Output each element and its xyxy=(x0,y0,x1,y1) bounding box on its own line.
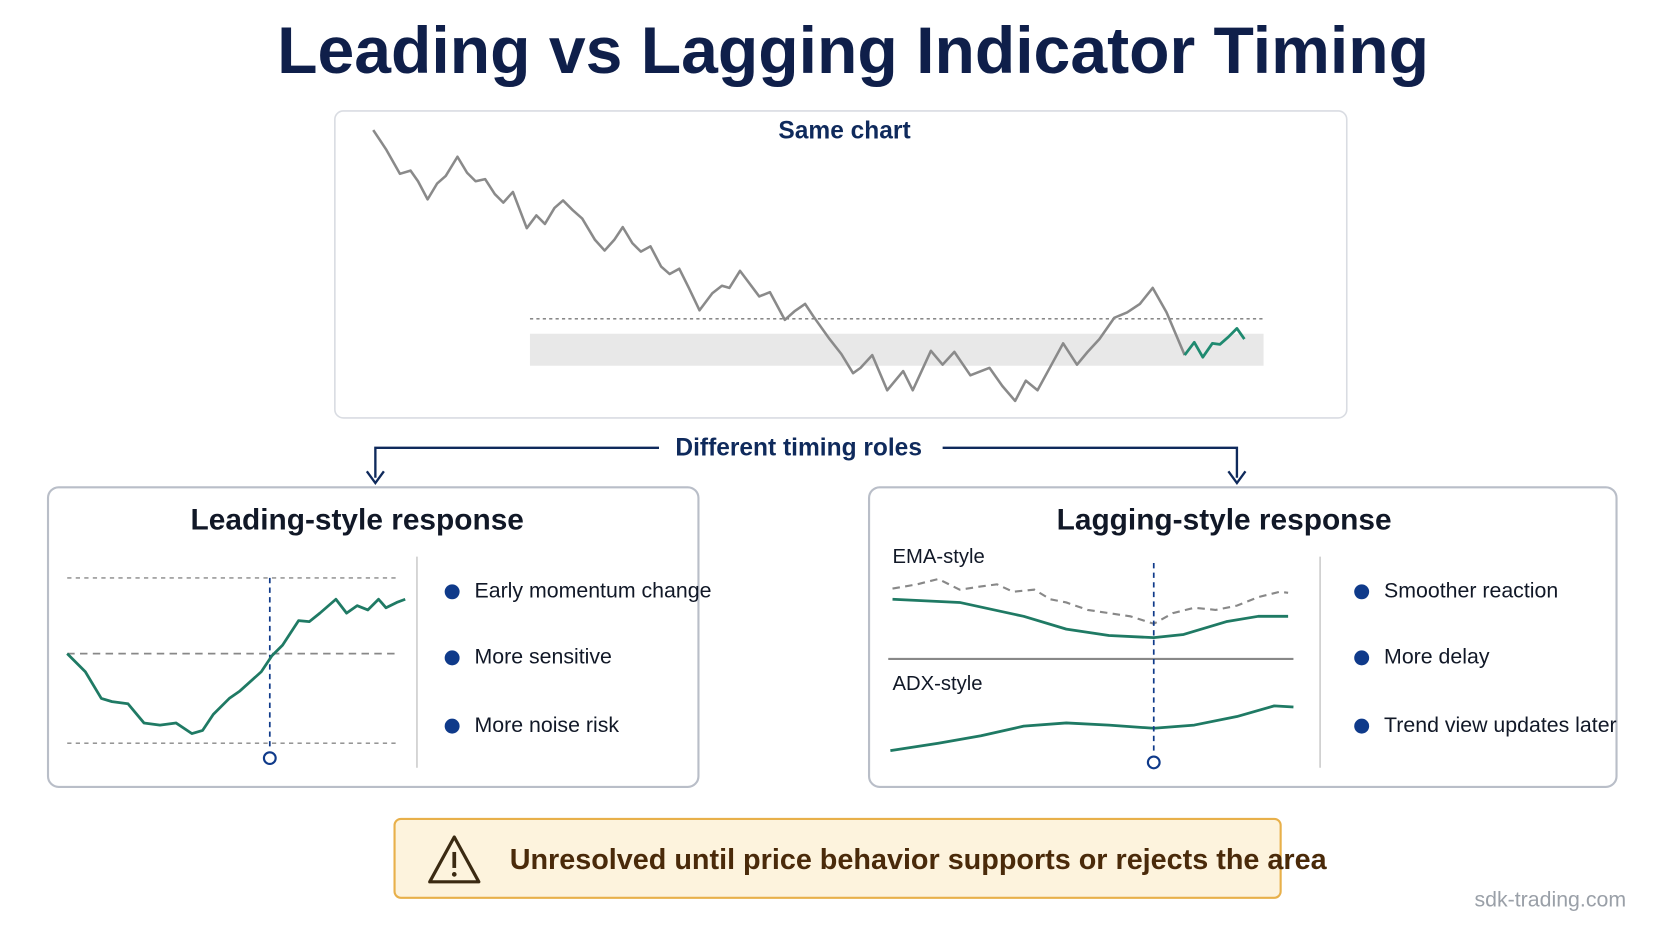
bullet-text: Smoother reaction xyxy=(1384,578,1558,602)
panel-label: Same chart xyxy=(778,118,910,145)
panel-title: Lagging-style response xyxy=(1057,503,1392,536)
sub-panel-label: EMA-style xyxy=(893,546,985,568)
signal-point xyxy=(1146,755,1161,770)
adx-line xyxy=(890,704,1294,753)
price-line xyxy=(372,129,1186,403)
bullet-text: More delay xyxy=(1384,645,1490,669)
signal-point xyxy=(262,751,277,766)
top-panel xyxy=(334,110,1348,419)
sub-panel-label: ADX-style xyxy=(893,673,983,695)
connector xyxy=(374,446,1239,478)
title: Leading vs Lagging Indicator Timing xyxy=(277,14,1429,88)
price-line xyxy=(892,577,1289,625)
bullet-dot xyxy=(444,718,460,734)
bullet-dot xyxy=(444,650,460,666)
warning-icon xyxy=(451,872,457,877)
leading-panel xyxy=(46,486,700,788)
guide-lines xyxy=(67,577,397,744)
warning-icon xyxy=(428,835,481,884)
bullet-dot xyxy=(1354,650,1370,666)
bullet-text: Early momentum change xyxy=(475,578,712,602)
bullet-dot xyxy=(444,584,460,600)
ema-line xyxy=(892,597,1289,640)
bullet-dot xyxy=(1354,584,1370,600)
zone-band xyxy=(529,333,1264,366)
panel-title: Leading-style response xyxy=(191,503,524,536)
bullet-text: More sensitive xyxy=(475,645,612,669)
bullet-dot xyxy=(1354,718,1370,734)
bullet-text: Trend view updates later xyxy=(1384,713,1617,737)
lagging-panel xyxy=(867,486,1618,788)
arrow-head xyxy=(1227,470,1247,486)
arrow-head xyxy=(365,470,385,486)
oscillator-line xyxy=(66,597,406,735)
warning-box xyxy=(393,817,1282,899)
source: sdk-trading.com xyxy=(1474,888,1626,912)
price-line-recent xyxy=(1183,327,1246,359)
bullet-text: More noise risk xyxy=(475,713,620,737)
warning-text: Unresolved until price behavior supports… xyxy=(510,844,1328,876)
connector-label: Different timing roles xyxy=(675,434,922,461)
